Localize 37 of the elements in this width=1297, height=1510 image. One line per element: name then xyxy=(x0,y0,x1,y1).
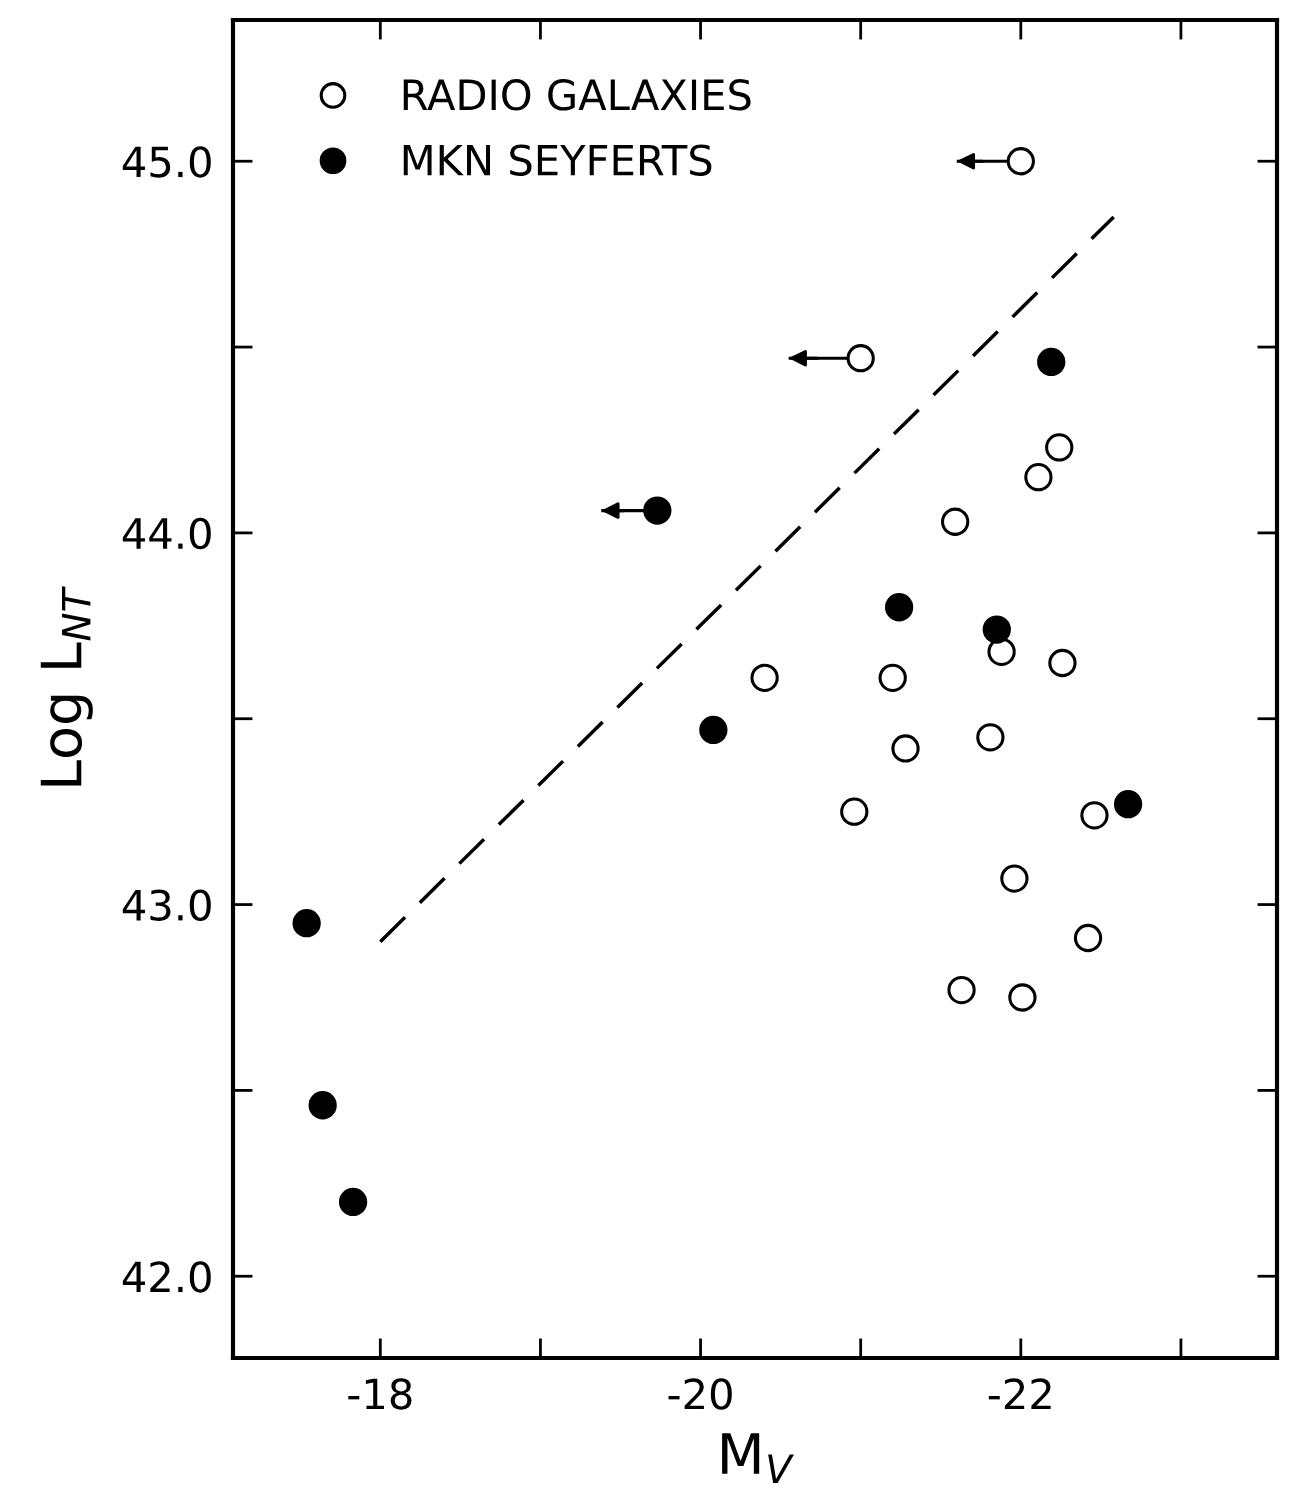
point xyxy=(1113,790,1143,819)
point xyxy=(1024,463,1053,492)
point xyxy=(1008,983,1037,1012)
point xyxy=(1073,923,1103,953)
point xyxy=(699,715,728,745)
point xyxy=(987,637,1016,666)
point xyxy=(840,797,869,826)
point xyxy=(941,507,970,536)
x-axis-title: M$_{V}$ xyxy=(722,1433,794,1483)
point xyxy=(1048,648,1077,678)
y-tick-label: 45.0 xyxy=(122,146,211,178)
point xyxy=(1006,147,1035,176)
point xyxy=(308,1091,337,1120)
point xyxy=(982,615,1011,644)
point xyxy=(878,663,907,692)
point xyxy=(947,975,976,1005)
point xyxy=(1080,801,1109,830)
point xyxy=(643,496,672,525)
legend-label: RADIO GALAXIES xyxy=(403,79,751,111)
y-tick-label: 42.0 xyxy=(122,1261,211,1293)
point xyxy=(1045,433,1074,462)
point xyxy=(891,734,920,763)
point xyxy=(338,1187,368,1217)
y-axis-title: Log L$_{NT}$ xyxy=(40,586,93,786)
point xyxy=(846,344,875,373)
point xyxy=(292,909,321,938)
x-tick-label: -18 xyxy=(348,1378,412,1410)
legend-label: MKN SEYFERTS xyxy=(403,144,712,176)
y-tick-label: 43.0 xyxy=(122,889,211,921)
point xyxy=(884,593,914,622)
point xyxy=(1000,864,1029,893)
point xyxy=(976,723,1005,752)
y-tick-label: 44.0 xyxy=(122,517,211,550)
point xyxy=(1037,347,1066,377)
x-tick-label: -20 xyxy=(668,1378,732,1410)
x-tick-label: -22 xyxy=(988,1378,1051,1410)
point xyxy=(750,663,779,692)
